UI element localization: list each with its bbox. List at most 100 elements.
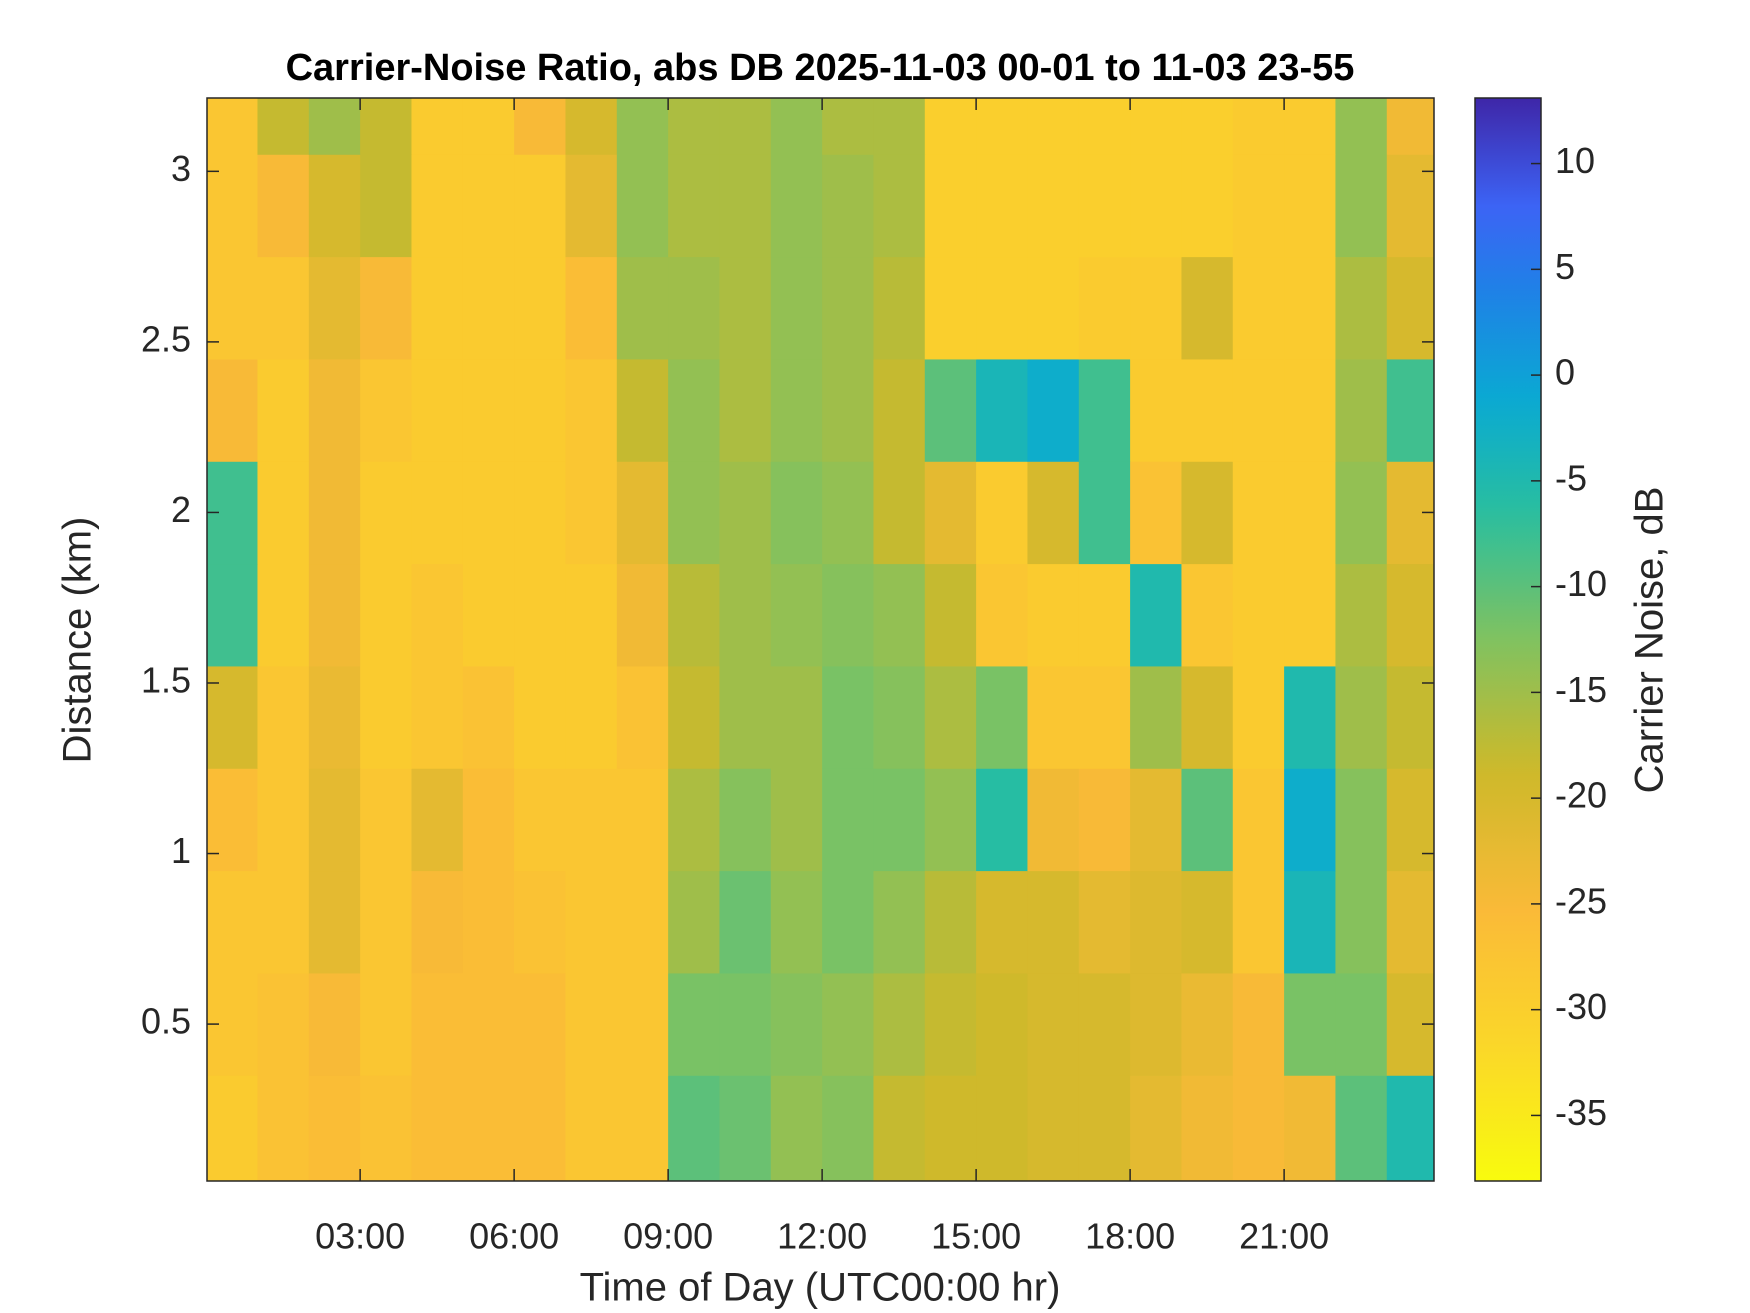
heatmap-cell bbox=[462, 870, 515, 974]
y-axis-label: Distance (km) bbox=[56, 517, 100, 764]
heatmap-cell bbox=[1130, 256, 1182, 360]
heatmap-cell bbox=[207, 256, 258, 360]
colorbar-tick-label: -5 bbox=[1555, 457, 1587, 498]
heatmap-cell bbox=[565, 665, 618, 769]
heatmap-cell bbox=[1078, 1075, 1131, 1182]
heatmap-cell bbox=[207, 563, 258, 667]
heatmap-cell bbox=[976, 98, 1028, 155]
heatmap-cell bbox=[976, 1075, 1028, 1182]
heatmap-cell bbox=[1232, 563, 1285, 667]
heatmap-cell bbox=[1284, 563, 1336, 667]
heatmap-cell bbox=[719, 768, 772, 872]
x-tick-label: 09:00 bbox=[623, 1216, 713, 1257]
heatmap-cell bbox=[360, 154, 412, 258]
heatmap-cell bbox=[1284, 461, 1336, 565]
heatmap-cell bbox=[924, 256, 977, 360]
heatmap-cell bbox=[668, 1075, 720, 1182]
heatmap-cell bbox=[1335, 563, 1388, 667]
heatmap-cell bbox=[873, 870, 926, 974]
heatmap-cell bbox=[1130, 972, 1182, 1076]
heatmap-cell bbox=[411, 98, 464, 155]
heatmap-cell bbox=[565, 1075, 618, 1182]
heatmap-cell bbox=[1284, 256, 1336, 360]
heatmap-cell bbox=[1335, 768, 1388, 872]
heatmap-cell bbox=[1335, 972, 1388, 1076]
heatmap-cell bbox=[257, 870, 310, 974]
heatmap-cell bbox=[719, 256, 772, 360]
heatmap-cell bbox=[308, 768, 361, 872]
heatmap-cell bbox=[257, 563, 310, 667]
heatmap-cell bbox=[257, 972, 310, 1076]
x-tick-label: 21:00 bbox=[1239, 1216, 1329, 1257]
chart-title: Carrier-Noise Ratio, abs DB 2025-11-03 0… bbox=[286, 47, 1355, 89]
heatmap-cell bbox=[873, 665, 926, 769]
y-tick-label: 3 bbox=[171, 148, 191, 189]
heatmap-cell bbox=[822, 768, 874, 872]
heatmap-cell bbox=[924, 563, 977, 667]
heatmap-cell bbox=[770, 972, 823, 1076]
heatmap-cell bbox=[462, 1075, 515, 1182]
heatmap-cell bbox=[411, 154, 464, 258]
heatmap-cell bbox=[822, 972, 874, 1076]
heatmap-cell bbox=[308, 1075, 361, 1182]
heatmap-cell bbox=[668, 563, 720, 667]
heatmap-cell bbox=[360, 358, 412, 462]
heatmap-cell bbox=[1335, 1075, 1388, 1182]
colorbar-tick-label: 5 bbox=[1555, 246, 1575, 287]
heatmap-cell bbox=[924, 461, 977, 565]
heatmap-cell bbox=[1386, 1075, 1435, 1182]
heatmap-cell bbox=[1284, 768, 1336, 872]
heatmap-cell bbox=[1027, 98, 1080, 155]
heatmap-cell bbox=[1386, 870, 1435, 974]
heatmap-cell bbox=[565, 461, 618, 565]
heatmap-cell bbox=[719, 98, 772, 155]
heatmap-cell bbox=[1027, 972, 1080, 1076]
heatmap-cell bbox=[308, 154, 361, 258]
heatmap-cell bbox=[1284, 665, 1336, 769]
colorbar-tick-label: 10 bbox=[1555, 140, 1595, 181]
heatmap-cell bbox=[822, 98, 874, 155]
heatmap-cell bbox=[207, 98, 258, 155]
heatmap-cell bbox=[770, 665, 823, 769]
heatmap-cell bbox=[1181, 563, 1234, 667]
heatmap-cell bbox=[822, 563, 874, 667]
heatmap-cell bbox=[411, 358, 464, 462]
heatmap-cell bbox=[976, 358, 1028, 462]
heatmap-cell bbox=[770, 154, 823, 258]
heatmap-cell bbox=[207, 665, 258, 769]
heatmap-cell bbox=[360, 972, 412, 1076]
heatmap-cell bbox=[1078, 98, 1131, 155]
heatmap-cell bbox=[1284, 1075, 1336, 1182]
heatmap-cell bbox=[462, 154, 515, 258]
heatmap-cell bbox=[514, 563, 566, 667]
heatmap-cell bbox=[308, 461, 361, 565]
heatmap-cell bbox=[360, 461, 412, 565]
heatmap-cell bbox=[1181, 256, 1234, 360]
heatmap-cell bbox=[668, 461, 720, 565]
heatmap-cell bbox=[1284, 98, 1336, 155]
heatmap-cell bbox=[411, 768, 464, 872]
heatmap-cell bbox=[924, 768, 977, 872]
heatmap-cell bbox=[1130, 563, 1182, 667]
heatmap-cell bbox=[668, 256, 720, 360]
heatmap-cell bbox=[822, 870, 874, 974]
heatmap-cell bbox=[308, 972, 361, 1076]
heatmap-cell bbox=[1130, 154, 1182, 258]
heatmap-cell bbox=[719, 972, 772, 1076]
heatmap-cell bbox=[770, 256, 823, 360]
heatmap-cell bbox=[257, 665, 310, 769]
heatmap-cell bbox=[565, 154, 618, 258]
y-tick-label: 0.5 bbox=[141, 1001, 191, 1042]
heatmap-cell bbox=[1078, 972, 1131, 1076]
heatmap-cell bbox=[1027, 461, 1080, 565]
heatmap-cell bbox=[924, 358, 977, 462]
heatmap-cell bbox=[719, 1075, 772, 1182]
heatmap-cell bbox=[1078, 358, 1131, 462]
heatmap-cell bbox=[462, 563, 515, 667]
heatmap-cell bbox=[668, 358, 720, 462]
heatmap-cell bbox=[360, 1075, 412, 1182]
heatmap-cell bbox=[668, 665, 720, 769]
heatmap-cell bbox=[1027, 768, 1080, 872]
heatmap-cell bbox=[565, 563, 618, 667]
